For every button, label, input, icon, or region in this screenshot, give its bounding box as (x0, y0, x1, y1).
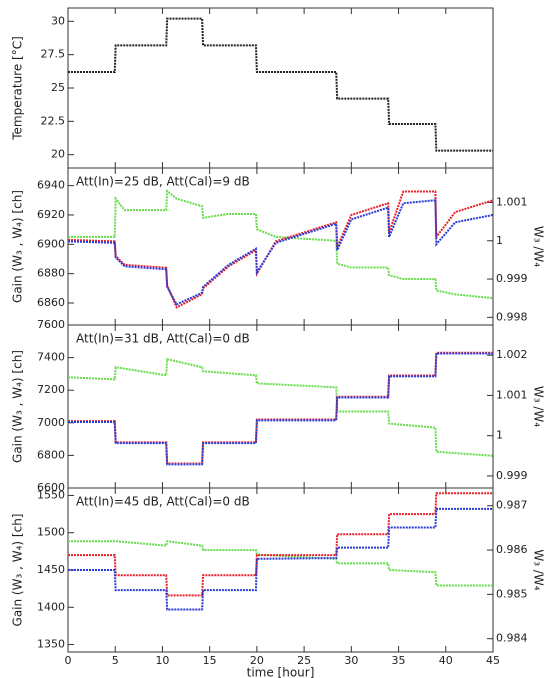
y-tick-label: 6880 (37, 267, 65, 280)
panel-frame (67, 487, 494, 653)
y2-tick-label: 0.984 (496, 632, 528, 645)
y2-tick-label: 1.001 (496, 388, 528, 401)
x-tick-label: 25 (297, 654, 311, 667)
x-tick-label: 35 (392, 654, 406, 667)
annotation: Att(In)=45 dB, Att(Cal)=0 dB (76, 495, 250, 509)
y-tick-label: 7600 (37, 318, 65, 331)
x-tick-label: 5 (112, 654, 119, 667)
series-line (67, 190, 494, 309)
y-tick-label: 6800 (37, 448, 65, 461)
y-tick-label: 6920 (37, 208, 65, 221)
annotation: Att(In)=31 dB, Att(Cal)=0 dB (76, 332, 250, 346)
y-axis-label: Temperature [°C] (11, 36, 25, 141)
series-line (67, 357, 494, 457)
y-tick-label: 6900 (37, 237, 65, 250)
y2-tick-label: 0.987 (496, 499, 528, 512)
x-tick-label: 10 (155, 654, 169, 667)
y-tick-label: 7000 (37, 416, 65, 429)
y-tick-label: 7400 (37, 351, 65, 364)
y2-tick-label: 1 (496, 234, 503, 247)
series-line (68, 188, 494, 300)
annotation: Att(In)=25 dB, Att(Cal)=9 dB (76, 175, 250, 189)
panel-frame (67, 324, 494, 489)
y-tick-label: 1400 (37, 600, 65, 613)
y-tick-label: 25 (51, 81, 65, 94)
y-tick-label: 1350 (37, 638, 65, 651)
panel-frame (67, 7, 494, 169)
y-tick-label: 7200 (37, 383, 65, 396)
y-axis-label: Gain (W₃ , W₄) [ch] (11, 350, 25, 463)
x-tick-label: 40 (439, 654, 453, 667)
series-line (68, 17, 493, 152)
y-tick-label: 27.5 (41, 48, 66, 61)
series-line (68, 492, 493, 597)
y2-axis-label: W₃ /W₄ (532, 549, 546, 590)
y2-tick-label: 0.986 (496, 543, 528, 556)
x-tick-label: 15 (203, 654, 217, 667)
series-line (67, 199, 494, 306)
y-tick-label: 6940 (37, 179, 65, 192)
y-axis-label: Gain (W₃ , W₄) [ch] (11, 190, 25, 303)
x-tick-label: 20 (250, 654, 264, 667)
y-axis-label: Gain (W₃ , W₄) [ch] (11, 514, 25, 627)
y2-tick-label: 1.001 (496, 195, 528, 208)
y-tick-label: 1450 (37, 563, 65, 576)
x-axis-label: time [hour] (247, 666, 315, 678)
y2-axis-label: W₃ /W₄ (532, 386, 546, 427)
series-line (68, 507, 493, 611)
y-tick-label: 6600 (37, 481, 65, 494)
series-line (68, 540, 493, 587)
y-tick-label: 1550 (37, 488, 65, 501)
y2-tick-label: 0.999 (496, 272, 528, 285)
x-tick-label: 0 (65, 654, 72, 667)
y-tick-label: 6860 (37, 296, 65, 309)
y-tick-label: 20 (51, 148, 65, 161)
y2-tick-label: 0.985 (496, 587, 528, 600)
y-tick-label: 30 (51, 14, 65, 27)
y-tick-label: 22.5 (41, 114, 66, 127)
series-line (68, 352, 493, 466)
y-tick-label: 1500 (37, 526, 65, 539)
x-tick-label: 45 (486, 654, 500, 667)
y2-axis-label: W₃ /W₄ (532, 226, 546, 267)
y2-tick-label: 0.998 (496, 310, 528, 323)
x-tick-label: 30 (344, 654, 358, 667)
y2-tick-label: 1.002 (496, 348, 528, 361)
y2-tick-label: 1 (496, 429, 503, 442)
y2-tick-label: 0.999 (496, 469, 528, 482)
